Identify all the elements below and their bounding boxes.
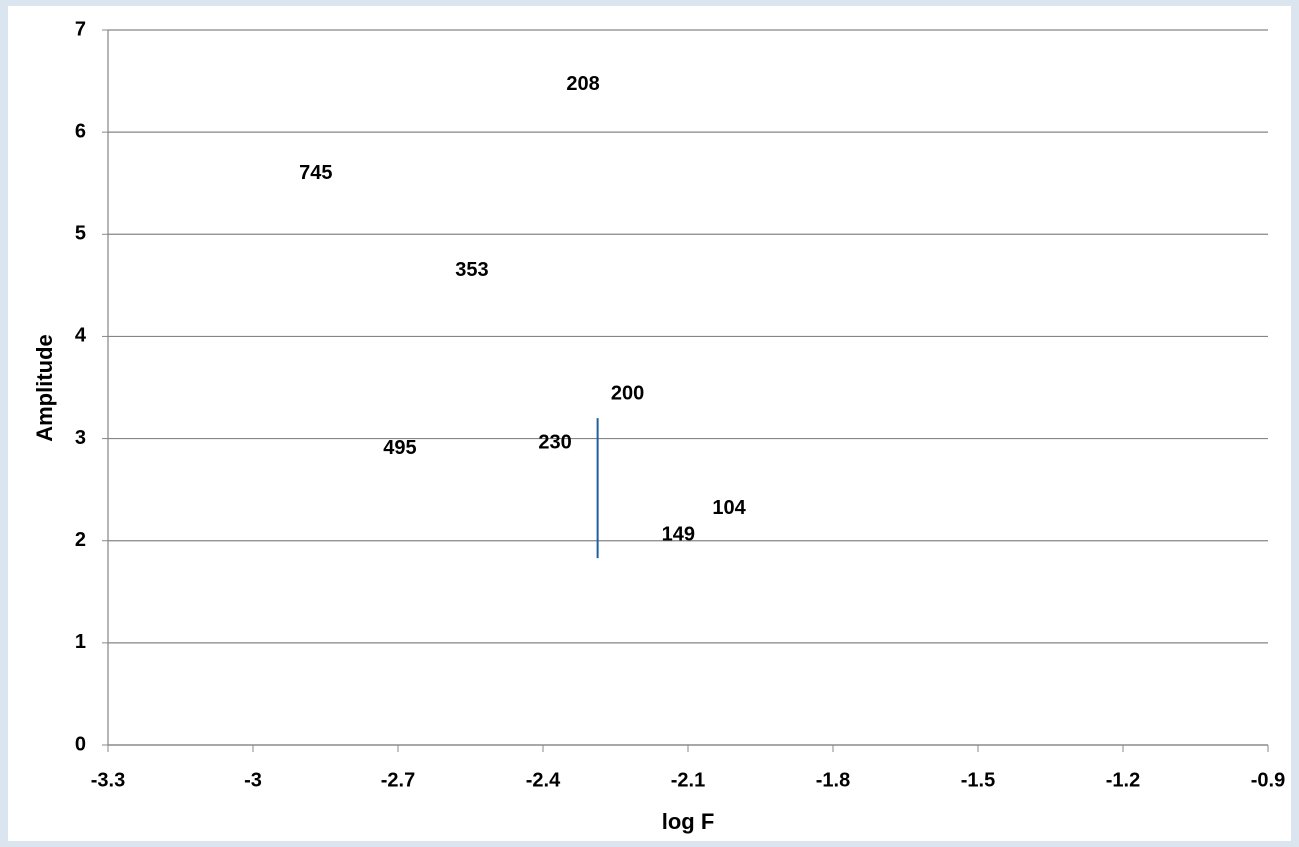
annotation-label: 495 <box>383 437 416 459</box>
annotation-label: 200 <box>611 382 644 404</box>
x-tick-label: -3 <box>244 769 262 791</box>
x-tick-label: -2.4 <box>526 769 561 791</box>
y-tick-label: 4 <box>75 325 87 347</box>
x-axis-label: log F <box>662 809 715 834</box>
y-axis-label: Amplitude <box>32 334 57 442</box>
y-tick-label: 0 <box>75 733 86 755</box>
y-tick-label: 7 <box>75 18 86 40</box>
x-tick-label: -3.3 <box>91 769 125 791</box>
annotation-label: 104 <box>712 497 746 519</box>
y-tick-label: 1 <box>75 631 86 653</box>
annotation-label: 230 <box>538 432 571 454</box>
annotation-label: 208 <box>566 73 599 95</box>
x-tick-label: -0.9 <box>1251 769 1285 791</box>
y-tick-label: 2 <box>75 529 86 551</box>
x-tick-label: -2.1 <box>671 769 705 791</box>
x-tick-label: -1.2 <box>1106 769 1140 791</box>
chart-panel <box>8 6 1291 841</box>
y-tick-label: 3 <box>75 427 86 449</box>
annotation-label: 745 <box>299 162 332 184</box>
x-tick-label: -1.8 <box>816 769 850 791</box>
annotation-label: 353 <box>455 259 488 281</box>
y-tick-label: 5 <box>75 223 86 245</box>
y-tick-label: 6 <box>75 120 86 142</box>
x-tick-label: -2.7 <box>381 769 415 791</box>
annotation-label: 149 <box>662 524 695 546</box>
x-tick-label: -1.5 <box>961 769 995 791</box>
